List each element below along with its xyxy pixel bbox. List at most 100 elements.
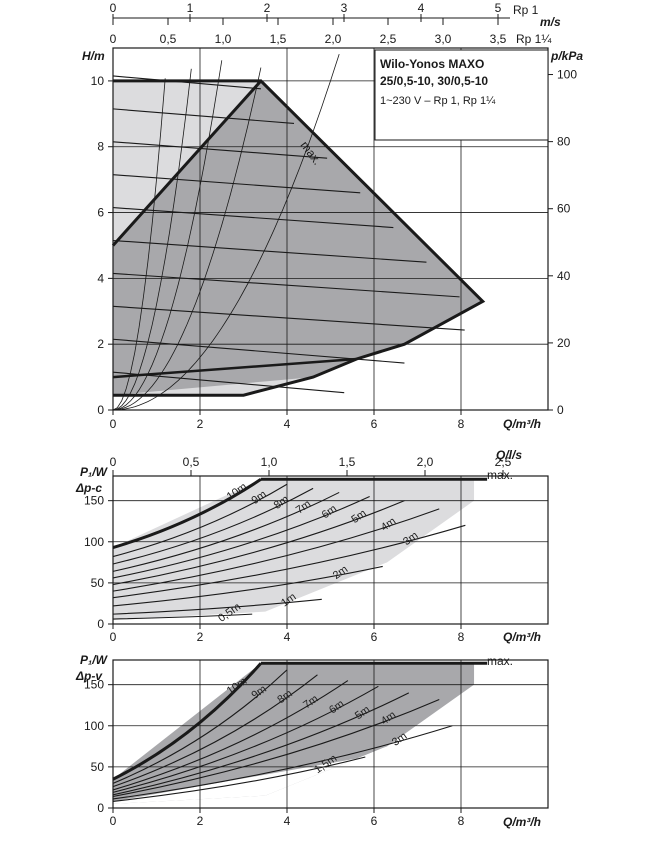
pressure-axis-label: p/kPa (550, 49, 583, 63)
pressure-tick-label: 80 (557, 135, 571, 149)
head-level-line (112, 305, 465, 331)
dpv-y-tick-label: 100 (84, 719, 104, 733)
dpv-power-label: P₁/W (80, 653, 109, 667)
rp114-tick-label: 2,5 (380, 32, 397, 46)
head-flow-axis-label: Q/m³/h (503, 417, 541, 431)
model-info-box: Wilo-Yonos MAXO 25/0,5-10, 30/0,5-10 1~2… (374, 49, 549, 141)
rp114-tick-label: 1,5 (270, 32, 287, 46)
rp114-tick-label: 3,0 (435, 32, 452, 46)
dpv-max-legend: max. (487, 654, 513, 668)
dpc-curve (112, 508, 440, 592)
dpc-mode-label: Δp-c (75, 481, 102, 495)
dpc-y-tick-label: 150 (84, 494, 104, 508)
dpc-x-tick-label: 8 (458, 630, 465, 644)
dpc-lps-tick-label: 0 (110, 455, 117, 469)
rp114-tick-label: 2,0 (325, 32, 342, 46)
head-y-tick-label: 0 (97, 403, 104, 417)
dpv-blank (113, 746, 388, 804)
dpc-lps-tick-label: 1,5 (339, 455, 356, 469)
head-level-line (112, 239, 427, 263)
system-curve (112, 67, 262, 411)
dpc-flow-axis-label: Q/m³/h (503, 630, 541, 644)
head-plot-frame (112, 47, 549, 411)
dpv-mode-label: Δp-v (75, 669, 103, 683)
dpc-y-tick-label: 100 (84, 535, 104, 549)
dpc-curve (112, 483, 288, 558)
system-curve (112, 60, 223, 411)
pressure-tick-label: 60 (557, 202, 571, 216)
dpv-y-tick-label: 0 (97, 801, 104, 815)
velocity-axes: 0 1 2 3 4 5 Rp 1 m/s 0 0,5 1,0 1,5 2,0 2,5 3,0 3,5 R… (110, 1, 561, 46)
rp114-tick-label: 3,5 (490, 32, 507, 46)
dpv-curve (112, 685, 379, 793)
dpc-curve (112, 496, 370, 579)
head-level-line (112, 141, 328, 159)
dpc-x-tick-label: 2 (197, 630, 204, 644)
rp1-tick-label: 2 (264, 1, 271, 15)
dpv-plot-frame (112, 659, 549, 809)
dpv-y-tick-label: 150 (84, 678, 104, 692)
dpc-curve (112, 500, 405, 586)
dpv-curve (112, 725, 453, 800)
dpv-curve (112, 756, 366, 802)
dpc-max-legend: max. (487, 468, 513, 482)
dpc-lps-tick-label: 1,0 (261, 455, 278, 469)
rp114-axis-label: Rp 1¼ (516, 32, 552, 46)
rp114-tick-label: 0 (110, 32, 117, 46)
dpc-curve (112, 491, 340, 572)
head-x-tick-label: 8 (458, 417, 465, 431)
dpv-curve (112, 662, 263, 781)
head-diagonal-boundary (111, 79, 263, 247)
dpc-lps-tick-label: 0,5 (183, 455, 200, 469)
dpv-flow-axis-label: Q/m³/h (503, 815, 541, 829)
dpc-y-tick-label: 0 (97, 617, 104, 631)
system-curve (112, 78, 166, 411)
head-min-boundary (112, 357, 357, 379)
rp1-tick-label: 5 (495, 1, 502, 15)
dpv-y-tick-label: 50 (91, 760, 105, 774)
model-variants: 25/0,5-10, 30/0,5-10 (380, 74, 488, 88)
rp1-tick-label: 1 (187, 1, 194, 15)
dpc-lps-tick-label: 2,0 (417, 455, 434, 469)
pressure-tick-label: 0 (557, 403, 564, 417)
dpv-x-tick-label: 4 (284, 814, 291, 828)
pressure-tick-label: 20 (557, 336, 571, 350)
system-curve (112, 53, 340, 411)
dpv-x-tick-label: 8 (458, 814, 465, 828)
pressure-tick-label: 40 (557, 269, 571, 283)
head-level-line (112, 272, 460, 298)
dpc-lps-tick-label: 2,5 (495, 455, 512, 469)
dpc-curve (112, 478, 262, 549)
head-y-tick-label: 6 (97, 206, 104, 220)
head-x-tick-label: 4 (284, 417, 291, 431)
head-y-tick-label: 2 (97, 337, 104, 351)
head-level-line (112, 207, 394, 229)
head-max-envelope (113, 79, 486, 397)
velocity-unit-label: m/s (540, 15, 561, 29)
dpc-x-tick-label: 4 (284, 630, 291, 644)
head-x-tick-label: 6 (371, 417, 378, 431)
head-y-tick-label: 4 (97, 271, 104, 285)
head-y-tick-label: 10 (91, 74, 105, 88)
dpc-x-tick-label: 6 (371, 630, 378, 644)
rp114-tick-label: 1,0 (215, 32, 232, 46)
dpv-curve (112, 674, 318, 788)
rp1-tick-label: 4 (418, 1, 425, 15)
dpv-curve (112, 680, 349, 791)
rp114-tick-label: 0,5 (160, 32, 177, 46)
pressure-tick-label: 100 (557, 68, 577, 82)
dpc-curve (112, 565, 383, 607)
rp1-axis-label: Rp 1 (513, 3, 539, 17)
dpc-curve (112, 598, 322, 615)
dpv-curve (112, 692, 410, 796)
dpc-curve (112, 487, 314, 565)
model-name: Wilo-Yonos MAXO (380, 57, 484, 71)
dpv-region (113, 663, 475, 804)
head-level-line (112, 174, 361, 194)
rp1-tick-label: 0 (110, 1, 117, 15)
dpv-x-tick-label: 0 (110, 814, 117, 828)
